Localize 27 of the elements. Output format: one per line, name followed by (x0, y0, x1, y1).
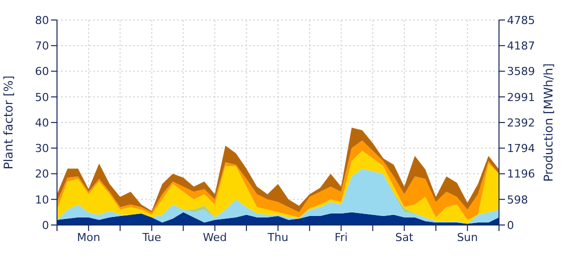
x-tick-label: Thu (266, 230, 288, 244)
y2-tick-label: 4785 (507, 14, 535, 27)
x-tick-label: Mon (76, 230, 100, 244)
x-tick-label: Tue (141, 230, 162, 244)
y2-tick-label: 2392 (507, 116, 535, 130)
y2-tick-label: 1794 (507, 142, 535, 156)
y-tick-label: 30 (35, 142, 49, 156)
y-tick-label: 40 (35, 116, 49, 130)
y2-tick-label: 3589 (507, 65, 535, 78)
x-tick-label: Sun (456, 230, 478, 244)
x-tick-label: Sat (395, 230, 414, 244)
x-tick-label: Wed (202, 230, 227, 244)
x-tick-label: Fri (334, 230, 348, 244)
y2-tick-label: 2991 (507, 90, 535, 104)
y-tick-label: 60 (35, 65, 49, 78)
y-tick-label: 0 (42, 218, 49, 232)
y2-tick-label: 1196 (507, 168, 535, 181)
y2-tick-label: 0 (507, 218, 514, 232)
y-tick-label: 50 (35, 90, 49, 104)
y-tick-label: 10 (35, 193, 49, 206)
y-tick-label: 70 (35, 40, 49, 53)
y2-axis-title: Production [MWh/h] (541, 63, 556, 182)
y-tick-label: 80 (35, 14, 49, 27)
y-tick-label: 20 (35, 168, 49, 181)
y2-tick-label: 598 (507, 193, 528, 206)
y-axis-title: Plant factor [%] (1, 76, 16, 170)
y2-tick-label: 4187 (507, 40, 535, 53)
